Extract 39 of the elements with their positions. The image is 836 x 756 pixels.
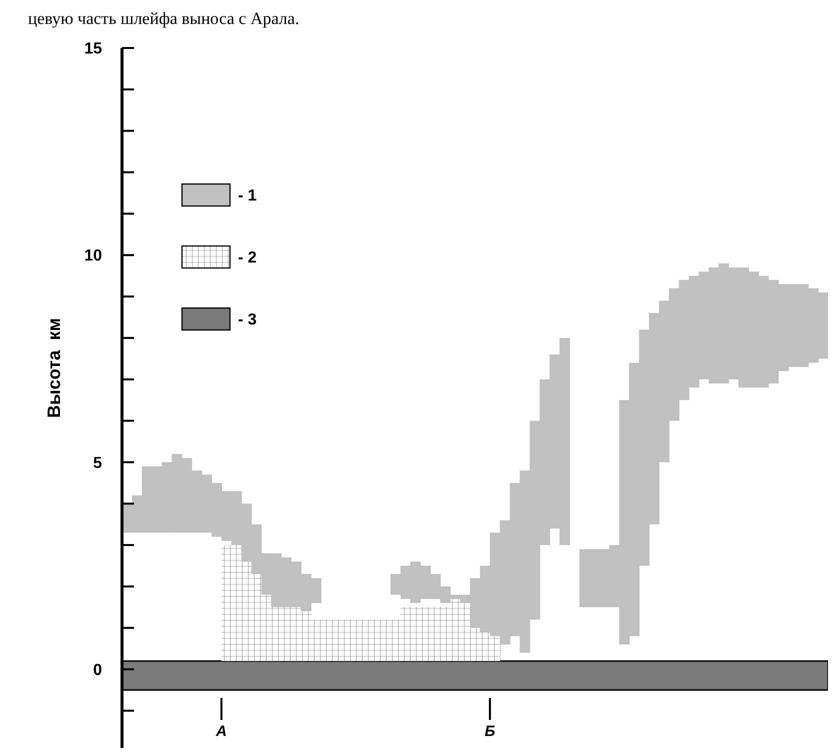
bar bbox=[420, 607, 431, 662]
bar bbox=[380, 620, 391, 662]
y-tick-label: 10 bbox=[84, 248, 102, 265]
text: цевую часть шлейфа выноса с Арала. bbox=[28, 9, 300, 28]
bar bbox=[400, 607, 411, 662]
y-tick-label: 5 bbox=[93, 454, 102, 472]
bar bbox=[390, 620, 401, 662]
bar bbox=[251, 574, 262, 662]
bar bbox=[300, 611, 312, 662]
bar bbox=[330, 620, 342, 662]
bar bbox=[410, 607, 421, 662]
bar bbox=[370, 620, 382, 662]
bar bbox=[350, 620, 362, 662]
bar bbox=[480, 632, 490, 662]
bar bbox=[340, 620, 352, 662]
bar bbox=[450, 598, 461, 662]
x-tick-label: Б bbox=[484, 723, 496, 740]
bar bbox=[470, 628, 480, 662]
bar bbox=[440, 607, 451, 662]
bar bbox=[271, 607, 282, 662]
bar bbox=[360, 620, 372, 662]
bar bbox=[490, 636, 500, 662]
legend-label: - 1 bbox=[238, 188, 257, 205]
y-tick-label: 15 bbox=[84, 40, 102, 58]
bar bbox=[320, 620, 332, 662]
bar bbox=[310, 620, 322, 662]
legend-label: - 3 bbox=[238, 312, 257, 329]
bar bbox=[430, 607, 441, 662]
bar bbox=[231, 545, 242, 662]
bar bbox=[291, 607, 302, 662]
bar bbox=[281, 607, 292, 662]
bar bbox=[261, 594, 272, 662]
bar bbox=[460, 603, 471, 662]
legend-label: - 2 bbox=[238, 250, 257, 267]
y-tick-label: 0 bbox=[93, 662, 102, 679]
x-tick-label: А bbox=[215, 723, 227, 740]
bar bbox=[221, 545, 232, 662]
y-axis-title: Высота км bbox=[44, 318, 64, 418]
bar bbox=[241, 562, 252, 662]
